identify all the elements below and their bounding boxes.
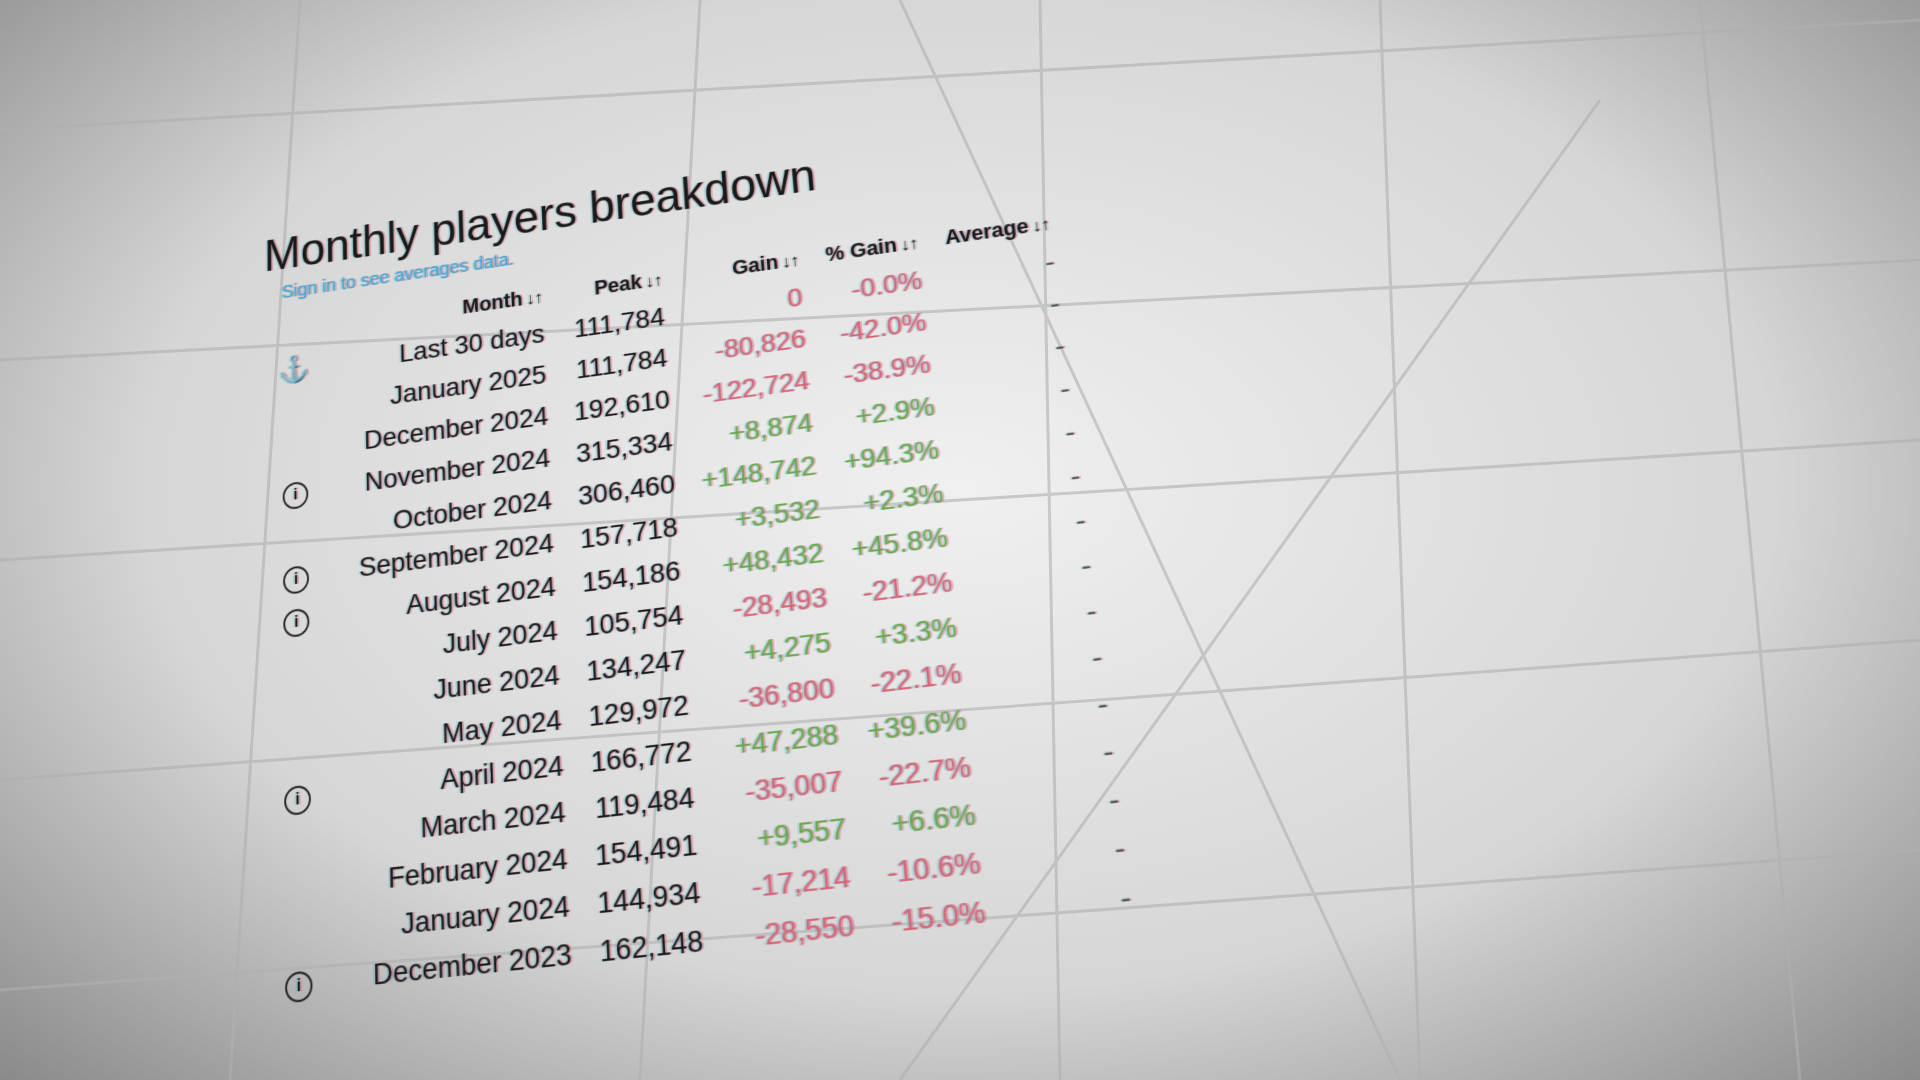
info-icon[interactable]: i	[285, 969, 313, 1003]
info-icon[interactable]: i	[284, 783, 311, 816]
column-header-label: % Gain	[824, 232, 898, 267]
column-header-label: Gain	[731, 249, 780, 280]
sort-icon: ↓↑	[781, 250, 800, 272]
sort-icon: ↓↑	[899, 233, 919, 255]
sort-icon: ↓↑	[1031, 214, 1052, 236]
info-icon[interactable]: i	[283, 564, 310, 595]
info-icon[interactable]: i	[283, 607, 310, 638]
sort-icon: ↓↑	[645, 270, 663, 292]
column-header-label: Average	[943, 213, 1030, 250]
column-header-label: Peak	[593, 269, 643, 300]
anchor-icon: ⚓	[278, 352, 311, 386]
info-icon[interactable]: i	[282, 480, 309, 511]
sort-icon: ↓↑	[525, 287, 544, 309]
table-body: ⚓ Last 30 days 111,784 0 -0.0% - January 2025 1…	[246, 239, 1149, 1012]
column-header-label: Month	[462, 286, 524, 319]
breakdown-table: Month ↓↑ Peak ↓↑ Gain ↓↑% Gain ↓↑ Average↓↑ ⚓ La…	[246, 203, 1149, 1012]
